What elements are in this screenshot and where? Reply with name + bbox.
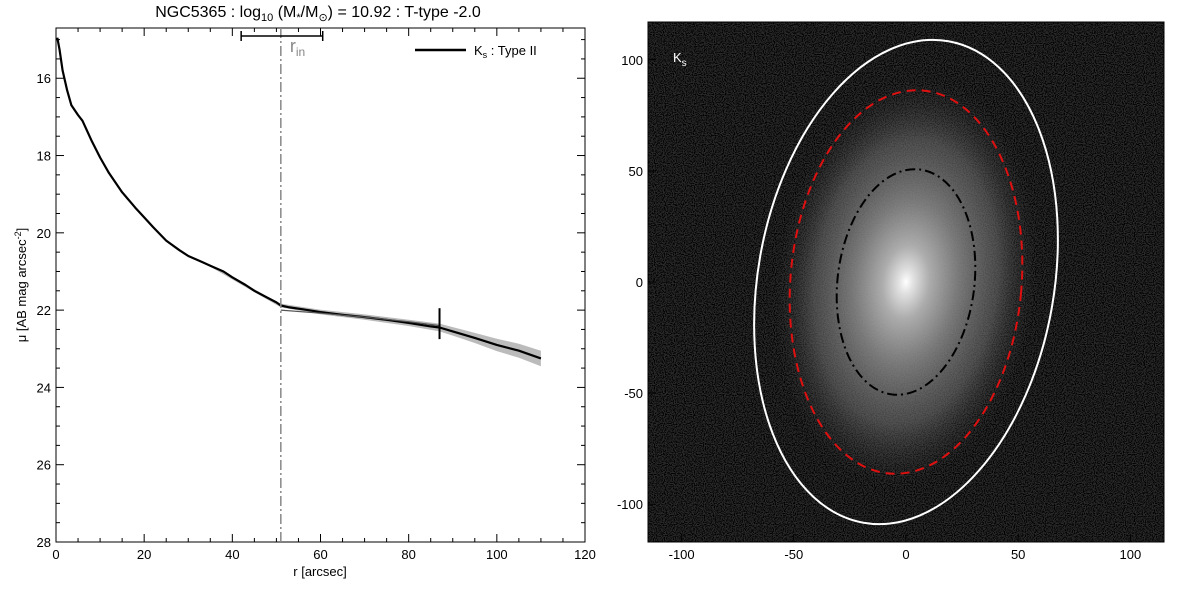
x-tick-label: 80 bbox=[401, 547, 415, 562]
y-tick-label: 18 bbox=[37, 149, 51, 164]
outer-ellipse bbox=[753, 38, 1059, 526]
image-x-tick-label: 0 bbox=[902, 547, 909, 562]
x-tick-label: 100 bbox=[486, 547, 508, 562]
galaxy-glow bbox=[774, 78, 1038, 486]
image-y-tick-label: -100 bbox=[617, 497, 643, 512]
y-axis-label: μ [AB mag arcsec-2] bbox=[13, 228, 29, 343]
image-y-tick-label: 100 bbox=[621, 53, 643, 68]
legend-label: Ks : Type II bbox=[474, 43, 537, 60]
r-in-label: rin bbox=[290, 36, 305, 59]
x-tick-label: 40 bbox=[225, 547, 239, 562]
image-x-tick-label: 100 bbox=[1119, 547, 1141, 562]
x-tick-label: 0 bbox=[52, 547, 59, 562]
y-tick-label: 26 bbox=[37, 458, 51, 473]
image-ticks: -100 -50 0 50 100 -100 -50 0 50 100 bbox=[617, 53, 1141, 562]
y-tick-label: 24 bbox=[37, 380, 51, 395]
r-in-group: rin bbox=[240, 28, 324, 542]
profile-lines bbox=[56, 37, 542, 360]
x-axis-label: r [arcsec] bbox=[293, 564, 346, 579]
profile-ticks: 0 20 40 60 80 100 120 16 18 20 22 24 26 28 bbox=[37, 28, 596, 562]
disk-fit-line bbox=[280, 309, 440, 327]
image-y-tick-label: 0 bbox=[636, 275, 643, 290]
image-y-tick-label: 50 bbox=[629, 164, 643, 179]
band-label: Ks bbox=[673, 50, 687, 69]
x-tick-label: 120 bbox=[574, 547, 596, 562]
profile-chart: 0 20 40 60 80 100 120 16 18 20 22 24 26 28 rin Ks : T… bbox=[13, 27, 596, 579]
profile-plot-frame bbox=[55, 27, 586, 543]
image-panel: -100 -50 0 50 100 -100 -50 0 50 100 Ks bbox=[617, 21, 1165, 562]
legend: Ks : Type II bbox=[415, 43, 537, 60]
image-x-tick-label: 50 bbox=[1011, 547, 1025, 562]
uncertainty-band bbox=[210, 264, 541, 367]
image-x-tick-label: -50 bbox=[784, 547, 803, 562]
y-tick-label: 28 bbox=[37, 535, 51, 550]
middle-ellipse bbox=[788, 89, 1024, 475]
figure-title: NGC5365 : log10 (M*/M⊙) = 10.92 : T-type… bbox=[155, 4, 481, 24]
y-tick-label: 22 bbox=[37, 303, 51, 318]
y-tick-label: 16 bbox=[37, 71, 51, 86]
image-x-tick-label: -100 bbox=[669, 547, 695, 562]
x-tick-label: 20 bbox=[137, 547, 151, 562]
x-tick-label: 60 bbox=[313, 547, 327, 562]
image-y-tick-label: -50 bbox=[624, 386, 643, 401]
y-tick-label: 20 bbox=[37, 226, 51, 241]
profile-line bbox=[56, 37, 542, 360]
uncertainty-band-group bbox=[210, 264, 541, 367]
